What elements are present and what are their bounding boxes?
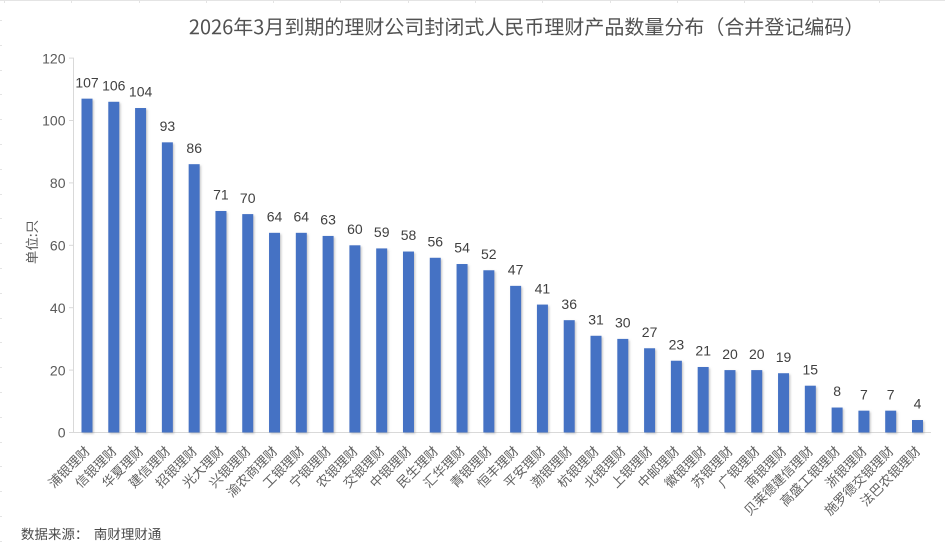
svg-text:47: 47 bbox=[508, 262, 524, 278]
svg-text:20: 20 bbox=[50, 362, 66, 378]
svg-text:41: 41 bbox=[535, 280, 551, 296]
svg-text:59: 59 bbox=[374, 224, 390, 240]
svg-text:7: 7 bbox=[887, 386, 895, 402]
svg-text:7: 7 bbox=[860, 386, 868, 402]
svg-text:0: 0 bbox=[58, 425, 66, 441]
svg-text:63: 63 bbox=[320, 212, 336, 228]
svg-text:19: 19 bbox=[776, 349, 792, 365]
svg-text:70: 70 bbox=[240, 190, 256, 206]
svg-text:56: 56 bbox=[428, 234, 444, 250]
svg-text:8: 8 bbox=[833, 383, 841, 399]
svg-text:4: 4 bbox=[914, 396, 922, 412]
svg-text:21: 21 bbox=[695, 343, 711, 359]
svg-text:64: 64 bbox=[294, 209, 310, 225]
svg-text:60: 60 bbox=[347, 221, 363, 237]
svg-text:107: 107 bbox=[75, 74, 99, 90]
svg-text:52: 52 bbox=[481, 246, 497, 262]
svg-text:64: 64 bbox=[267, 209, 283, 225]
svg-text:100: 100 bbox=[42, 113, 66, 129]
svg-text:58: 58 bbox=[401, 227, 417, 243]
svg-text:40: 40 bbox=[50, 300, 66, 316]
svg-text:106: 106 bbox=[102, 78, 126, 94]
svg-text:20: 20 bbox=[749, 346, 765, 362]
svg-text:120: 120 bbox=[42, 50, 66, 66]
svg-text:104: 104 bbox=[129, 84, 153, 100]
svg-text:31: 31 bbox=[588, 312, 604, 328]
svg-text:20: 20 bbox=[722, 346, 738, 362]
svg-text:36: 36 bbox=[561, 296, 577, 312]
svg-text:27: 27 bbox=[642, 324, 658, 340]
svg-text:86: 86 bbox=[186, 140, 202, 156]
svg-text:93: 93 bbox=[160, 118, 176, 134]
svg-text:15: 15 bbox=[803, 361, 819, 377]
svg-text:54: 54 bbox=[454, 240, 470, 256]
svg-text:23: 23 bbox=[669, 336, 685, 352]
svg-text:60: 60 bbox=[50, 238, 66, 254]
svg-text:30: 30 bbox=[615, 315, 631, 331]
svg-text:80: 80 bbox=[50, 175, 66, 191]
svg-text:71: 71 bbox=[213, 187, 229, 203]
